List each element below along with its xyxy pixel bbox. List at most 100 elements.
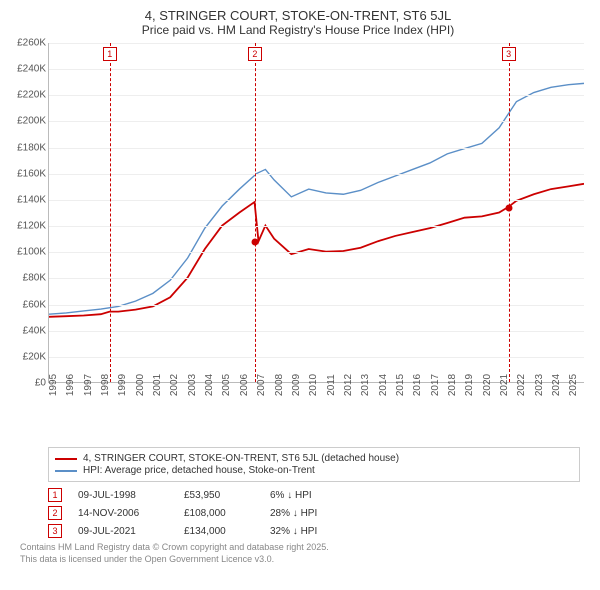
event-pct: 6% ↓ HPI (270, 490, 360, 501)
legend-swatch (55, 458, 77, 460)
x-tick-label: 2005 (221, 374, 232, 396)
x-tick-label: 2019 (464, 374, 475, 396)
event-price: £53,950 (184, 490, 254, 501)
event-marker-label: 1 (103, 47, 117, 61)
gridline (49, 357, 584, 358)
x-tick-label: 2023 (534, 374, 545, 396)
x-tick-label: 2001 (152, 374, 163, 396)
x-tick-label: 2012 (343, 374, 354, 396)
y-tick-label: £240K (17, 64, 46, 75)
event-row: 2 14-NOV-2006 £108,000 28% ↓ HPI (48, 506, 580, 520)
chart-container: 4, STRINGER COURT, STOKE-ON-TRENT, ST6 5… (0, 0, 600, 590)
event-marker-label: 2 (248, 47, 262, 61)
chart-title: 4, STRINGER COURT, STOKE-ON-TRENT, ST6 5… (8, 8, 588, 23)
y-tick-label: £0 (35, 378, 46, 389)
y-tick-label: £180K (17, 142, 46, 153)
y-tick-label: £40K (23, 325, 46, 336)
x-tick-label: 1997 (83, 374, 94, 396)
event-pct: 28% ↓ HPI (270, 508, 360, 519)
plot-area: 1 2 3 (48, 43, 584, 383)
x-tick-label: 2016 (412, 374, 423, 396)
x-tick-label: 2024 (551, 374, 562, 396)
chart-subtitle: Price paid vs. HM Land Registry's House … (8, 23, 588, 37)
gridline (49, 278, 584, 279)
y-tick-label: £120K (17, 221, 46, 232)
legend-label: HPI: Average price, detached house, Stok… (83, 465, 315, 476)
gridline (49, 43, 584, 44)
x-tick-label: 2010 (308, 374, 319, 396)
event-pct: 32% ↓ HPI (270, 526, 360, 537)
legend-item: HPI: Average price, detached house, Stok… (55, 465, 573, 476)
x-tick-label: 2008 (274, 374, 285, 396)
y-tick-label: £100K (17, 247, 46, 258)
y-tick-label: £260K (17, 38, 46, 49)
x-tick-label: 2025 (568, 374, 579, 396)
series-point (251, 238, 258, 245)
x-tick-label: 2018 (447, 374, 458, 396)
x-tick-label: 1998 (100, 374, 111, 396)
x-tick-label: 2017 (430, 374, 441, 396)
event-table: 1 09-JUL-1998 £53,950 6% ↓ HPI 2 14-NOV-2006 £… (48, 488, 580, 538)
legend-label: 4, STRINGER COURT, STOKE-ON-TRENT, ST6 5… (83, 453, 399, 464)
legend-item: 4, STRINGER COURT, STOKE-ON-TRENT, ST6 5… (55, 453, 573, 464)
series-line (49, 83, 584, 314)
y-tick-label: £60K (23, 299, 46, 310)
x-tick-label: 2009 (291, 374, 302, 396)
event-row: 1 09-JUL-1998 £53,950 6% ↓ HPI (48, 488, 580, 502)
event-price: £134,000 (184, 526, 254, 537)
gridline (49, 331, 584, 332)
gridline (49, 69, 584, 70)
x-tick-label: 2013 (360, 374, 371, 396)
x-tick-label: 2011 (326, 374, 337, 396)
y-tick-label: £220K (17, 90, 46, 101)
event-id-box: 3 (48, 524, 62, 538)
x-tick-label: 2015 (395, 374, 406, 396)
event-id-box: 1 (48, 488, 62, 502)
event-id-box: 2 (48, 506, 62, 520)
x-tick-label: 2006 (239, 374, 250, 396)
x-tick-label: 2002 (169, 374, 180, 396)
gridline (49, 226, 584, 227)
chart-area: £0£20K£40K£60K£80K£100K£120K£140K£160K£1… (8, 43, 588, 413)
footnote: Contains HM Land Registry data © Crown c… (20, 542, 580, 565)
y-tick-label: £80K (23, 273, 46, 284)
x-tick-label: 2000 (135, 374, 146, 396)
gridline (49, 95, 584, 96)
event-row: 3 09-JUL-2021 £134,000 32% ↓ HPI (48, 524, 580, 538)
x-tick-label: 2004 (204, 374, 215, 396)
gridline (49, 252, 584, 253)
event-marker-line (110, 43, 111, 382)
event-date: 09-JUL-2021 (78, 526, 168, 537)
event-date: 09-JUL-1998 (78, 490, 168, 501)
y-tick-label: £140K (17, 194, 46, 205)
event-marker-line (509, 43, 510, 382)
legend-swatch (55, 470, 77, 472)
x-tick-label: 1999 (117, 374, 128, 396)
gridline (49, 305, 584, 306)
event-marker-line (255, 43, 256, 382)
event-date: 14-NOV-2006 (78, 508, 168, 519)
gridline (49, 148, 584, 149)
x-tick-label: 2007 (256, 374, 267, 396)
x-tick-label: 2003 (187, 374, 198, 396)
footnote-line: Contains HM Land Registry data © Crown c… (20, 542, 580, 554)
x-axis: 1995199619971998199920002001200220032004… (48, 383, 584, 413)
gridline (49, 174, 584, 175)
event-marker-label: 3 (502, 47, 516, 61)
x-tick-label: 1996 (65, 374, 76, 396)
x-tick-label: 1995 (48, 374, 59, 396)
event-price: £108,000 (184, 508, 254, 519)
x-tick-label: 2021 (499, 374, 510, 396)
gridline (49, 121, 584, 122)
legend: 4, STRINGER COURT, STOKE-ON-TRENT, ST6 5… (48, 447, 580, 482)
y-tick-label: £160K (17, 168, 46, 179)
series-line (49, 184, 584, 317)
series-point (505, 204, 512, 211)
footnote-line: This data is licensed under the Open Gov… (20, 554, 580, 566)
x-tick-label: 2020 (482, 374, 493, 396)
gridline (49, 200, 584, 201)
y-axis: £0£20K£40K£60K£80K£100K£120K£140K£160K£1… (8, 43, 48, 383)
y-tick-label: £200K (17, 116, 46, 127)
x-tick-label: 2014 (378, 374, 389, 396)
x-tick-label: 2022 (516, 374, 527, 396)
